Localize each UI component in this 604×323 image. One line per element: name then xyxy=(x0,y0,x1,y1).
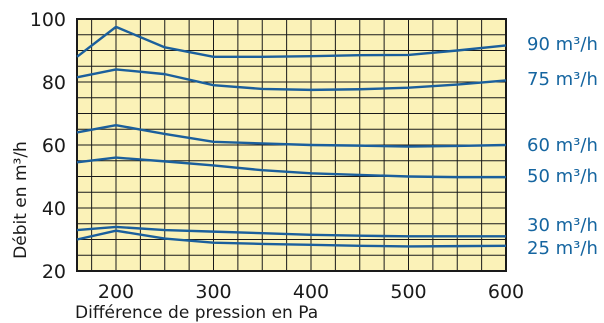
series-label: 30 m³/h xyxy=(527,215,598,236)
series-line xyxy=(76,123,507,148)
y-axis-ticks: 20 40 60 80 100 xyxy=(30,9,66,283)
x-tick-label: 300 xyxy=(195,281,231,303)
y-tick-label: 80 xyxy=(42,72,66,94)
x-axis-ticks: 200 300 400 500 600 xyxy=(98,281,524,303)
y-tick-label: 60 xyxy=(42,135,66,157)
series-label: 50 m³/h xyxy=(527,166,598,187)
series-labels: 90 m³/h 75 m³/h 60 m³/h 50 m³/h 30 m³/h25 m³… xyxy=(527,34,598,259)
series-line xyxy=(76,68,507,92)
series-line xyxy=(76,229,507,248)
series-line xyxy=(76,156,506,179)
series-label: 25 m³/h xyxy=(527,238,598,259)
series-label: 90 m³/h xyxy=(527,34,598,55)
y-tick-label: 100 xyxy=(30,9,66,31)
x-tick-label: 400 xyxy=(293,281,329,303)
x-tick-label: 500 xyxy=(390,281,426,303)
series-line xyxy=(76,25,507,58)
x-axis-title: Différence de pression en Pa xyxy=(75,303,318,323)
x-tick-label: 600 xyxy=(488,281,524,303)
y-axis-title: Débit en m³/h xyxy=(11,141,31,259)
x-tick-label: 200 xyxy=(98,281,134,303)
series-label: 60 m³/h xyxy=(527,135,598,156)
y-tick-label: 40 xyxy=(42,198,66,220)
series-line xyxy=(76,225,506,238)
series-label: 75 m³/h xyxy=(527,69,598,90)
y-tick-label: 20 xyxy=(42,261,66,283)
series-lines xyxy=(76,25,507,248)
